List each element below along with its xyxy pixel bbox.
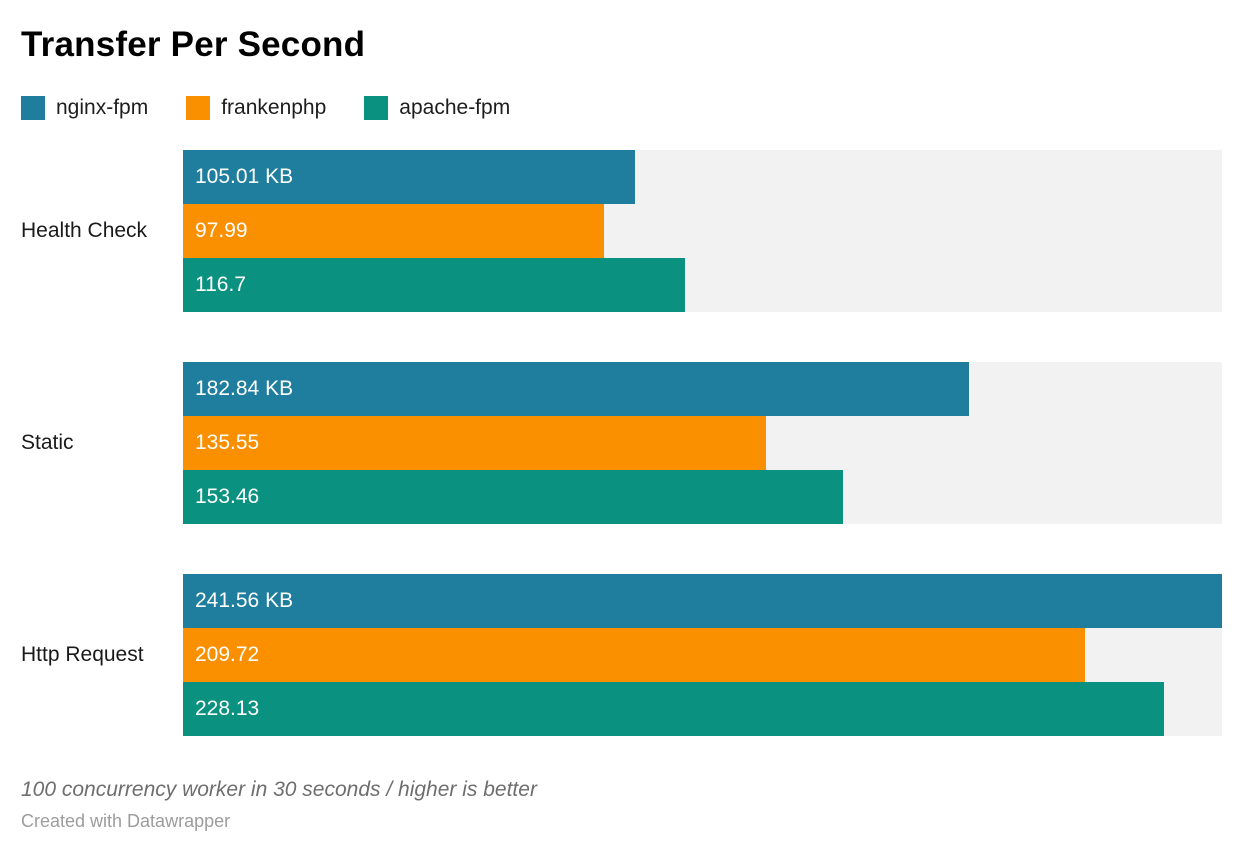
legend: nginx-fpm frankenphp apache-fpm [21,96,1222,120]
bar-rows: 182.84 KB 135.55 153.46 [183,362,1222,524]
bar-frankenphp: 135.55 [183,416,767,470]
chart: Health Check 105.01 KB 97.99 116.7 Static 182… [21,150,1222,736]
bar-value-label: 116.7 [195,273,246,296]
bar-value-label: 153.46 [195,485,260,508]
bar-track: 209.72 [183,628,1222,682]
bar-value-label: 182.84 KB [195,377,294,400]
bar-group: Health Check 105.01 KB 97.99 116.7 [21,150,1222,312]
legend-item: nginx-fpm [21,96,148,120]
bar-value-label: 105.01 KB [195,165,294,188]
legend-swatch-icon [186,96,211,120]
legend-swatch-icon [21,96,45,120]
bar-nginx-fpm: 105.01 KB [183,150,635,204]
chart-footnote: 100 concurrency worker in 30 seconds / h… [21,778,537,801]
bar-group: Http Request 241.56 KB 209.72 228.13 [21,574,1222,736]
category-label: Static [21,431,74,454]
bar-rows: 105.01 KB 97.99 116.7 [183,150,1222,312]
legend-label: nginx-fpm [56,96,149,119]
bar-value-label: 135.55 [195,431,260,454]
legend-item: frankenphp [186,96,326,120]
bar-nginx-fpm: 241.56 KB [183,574,1222,628]
bar-track: 135.55 [183,416,1222,470]
bar-value-label: 241.56 KB [195,589,294,612]
bar-track: 105.01 KB [183,150,1222,204]
bar-track: 116.7 [183,258,1222,312]
bar-value-label: 209.72 [195,643,260,666]
category-label: Health Check [21,219,148,242]
bar-value-label: 228.13 [195,697,260,720]
category-label: Http Request [21,643,144,666]
bar-group: Static 182.84 KB 135.55 153.46 [21,362,1222,524]
bar-track: 241.56 KB [183,574,1222,628]
bar-rows: 241.56 KB 209.72 228.13 [183,574,1222,736]
bar-apache-fpm: 153.46 [183,470,844,524]
datawrapper-attribution: Created with Datawrapper [21,811,231,831]
legend-label: apache-fpm [399,96,511,119]
bar-frankenphp: 97.99 [183,204,605,258]
legend-label: frankenphp [221,96,327,119]
legend-swatch-icon [364,96,389,120]
chart-title: Transfer Per Second [21,25,366,64]
bar-track: 228.13 [183,682,1222,736]
bar-apache-fpm: 228.13 [183,682,1165,736]
bar-track: 182.84 KB [183,362,1222,416]
bar-apache-fpm: 116.7 [183,258,685,312]
legend-item: apache-fpm [364,96,510,120]
bar-track: 153.46 [183,470,1222,524]
bar-frankenphp: 209.72 [183,628,1086,682]
bar-track: 97.99 [183,204,1222,258]
bar-nginx-fpm: 182.84 KB [183,362,970,416]
bar-value-label: 97.99 [195,219,248,242]
